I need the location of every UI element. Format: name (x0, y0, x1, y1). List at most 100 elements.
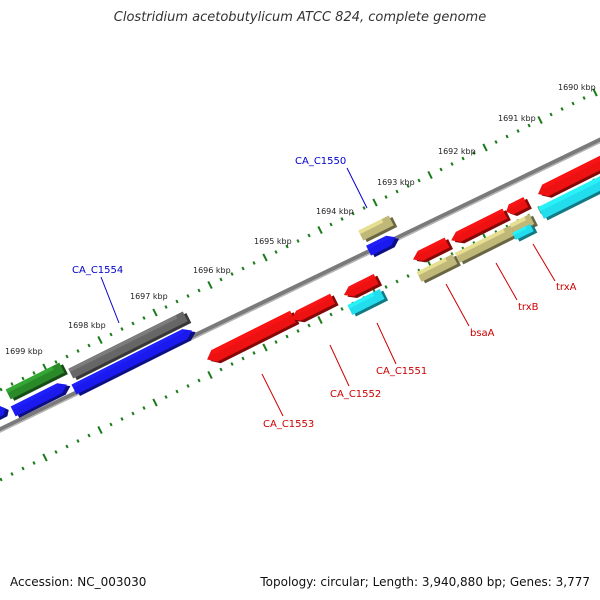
lower-track-minor-tick (120, 417, 124, 421)
lower-track-minor-tick (296, 329, 300, 333)
upper-track-major-tick (592, 88, 598, 97)
gene-labels: CA_C1550 CA_C1554 trxA trxB bsaA CA_C1551 CA_C… (72, 156, 577, 430)
leader-line (532, 243, 556, 282)
leader-line (376, 322, 397, 365)
gene-blue-CA_C1550-highlight (366, 235, 388, 250)
upper-track-minor-tick (65, 354, 69, 359)
upper-track-minor-tick (285, 244, 289, 249)
upper-track-minor-tick (21, 376, 25, 381)
gene-red-right-highlight (542, 155, 600, 189)
scale-label: 1690 kbp (558, 83, 596, 92)
lower-track-minor-tick (65, 444, 69, 449)
upper-track-minor-tick (395, 189, 399, 194)
upper-track-minor-tick (340, 217, 344, 221)
lower-track-minor-tick (241, 356, 245, 361)
gene-cyan-trxA-body (512, 223, 534, 241)
gene-red-trxB-highlight (455, 208, 505, 236)
upper-track-major-tick (262, 253, 268, 262)
genome-summary-text: Topology: circular; Length: 3,940,880 bp… (260, 575, 590, 589)
gene-cyan-CA_C1551 (347, 289, 389, 317)
scale-label: 1696 kbp (193, 266, 231, 275)
upper-track-minor-tick (164, 305, 168, 309)
upper-track-minor-tick (230, 272, 234, 276)
leader-line (495, 262, 518, 301)
gene-green (5, 362, 68, 401)
lower-track-minor-tick (252, 351, 256, 355)
gene-red-CA_C1553-highlight (211, 310, 293, 355)
gene-cyan-trxA-highlight (512, 226, 527, 236)
upper-track-minor-tick (186, 294, 190, 298)
gene-khaki-trxB (454, 225, 519, 265)
upper-track-major-tick (152, 308, 158, 317)
upper-track-minor-tick (296, 239, 300, 243)
lower-track-minor-tick (175, 389, 179, 394)
gene-cyan-trxA (512, 223, 538, 242)
gene-cyan-CA_C1551-body (347, 289, 385, 315)
gene-label: CA_C1554 (72, 265, 123, 276)
lower-track-minor-tick (21, 466, 25, 471)
upper-track-minor-tick (87, 343, 91, 348)
gene-red-right (538, 155, 600, 198)
lower-track-minor-tick (384, 285, 388, 289)
upper-track-major-tick (372, 198, 378, 207)
gene-label: bsaA (470, 328, 495, 339)
gene-blue-edge-highlight (0, 407, 1, 410)
leader-line (346, 167, 368, 209)
gene-khaki-CA_C1550-body (358, 215, 394, 241)
gene-red-CA_C1553 (207, 310, 300, 364)
leader-line (329, 344, 350, 387)
scale-label: 1694 kbp (316, 207, 354, 216)
gene-blue-CA_C1550-body (366, 235, 396, 256)
upper-track-minor-tick (329, 222, 333, 227)
lower-track-major-tick (152, 398, 158, 407)
gene-grey-upper (68, 311, 192, 381)
gene-khaki-bsaA (416, 254, 461, 284)
upper-track-minor-tick (439, 167, 443, 172)
lower-track-major-tick (97, 425, 103, 435)
upper-track-minor-tick (0, 387, 3, 392)
gene-blue-CA_C1550 (366, 235, 399, 258)
gene-khaki-bsaA-highlight (416, 257, 447, 276)
upper-track-major-tick (207, 280, 213, 290)
upper-track-minor-tick (560, 107, 564, 111)
lower-track-minor-tick (10, 472, 14, 476)
upper-track-minor-tick (175, 299, 179, 304)
upper-track-minor-tick (516, 129, 520, 133)
upper-track-minor-tick (10, 382, 14, 386)
scale-label: 1695 kbp (254, 237, 292, 246)
map-title: Clostridium acetobutylicum ATCC 824, com… (113, 10, 487, 25)
lower-tick-track (0, 178, 598, 482)
gene-khaki-trxA-highlight (509, 216, 527, 228)
lower-track-major-tick (42, 453, 48, 462)
upper-track-major-tick (482, 143, 488, 152)
upper-track-minor-tick (527, 123, 531, 128)
gene-label: CA_C1550 (295, 156, 346, 167)
gene-red-CA_C1551-upper-highlight (348, 274, 376, 290)
lower-track-major-tick (207, 370, 213, 380)
upper-track-minor-tick (307, 233, 311, 238)
lower-track-minor-tick (87, 433, 91, 438)
scale-label: 1693 kbp (377, 178, 415, 187)
scale-label: 1697 kbp (130, 292, 168, 301)
gene-cyan-right (538, 176, 600, 221)
gene-red-trxA (506, 197, 532, 216)
gene-blue-left (10, 383, 71, 418)
upper-track-minor-tick (505, 134, 509, 139)
upper-track-minor-tick (241, 266, 245, 271)
upper-track-minor-tick (472, 151, 476, 155)
gene-blue-edge (0, 406, 9, 420)
gene-label: CA_C1552 (330, 389, 381, 400)
gene-green-highlight (5, 366, 54, 393)
gene-red-CA_C1551-upper (343, 274, 383, 298)
lower-track-minor-tick (76, 439, 80, 443)
lower-track-minor-tick (142, 406, 146, 410)
upper-track-minor-tick (384, 195, 388, 199)
gene-khaki-bsaA-body (416, 254, 458, 282)
scale-label: 1698 kbp (68, 321, 106, 330)
upper-track-minor-tick (76, 349, 80, 353)
lower-track-minor-tick (32, 461, 36, 465)
upper-track-minor-tick (54, 360, 58, 364)
upper-track-major-tick (427, 170, 433, 179)
upper-track-minor-tick (252, 261, 256, 265)
